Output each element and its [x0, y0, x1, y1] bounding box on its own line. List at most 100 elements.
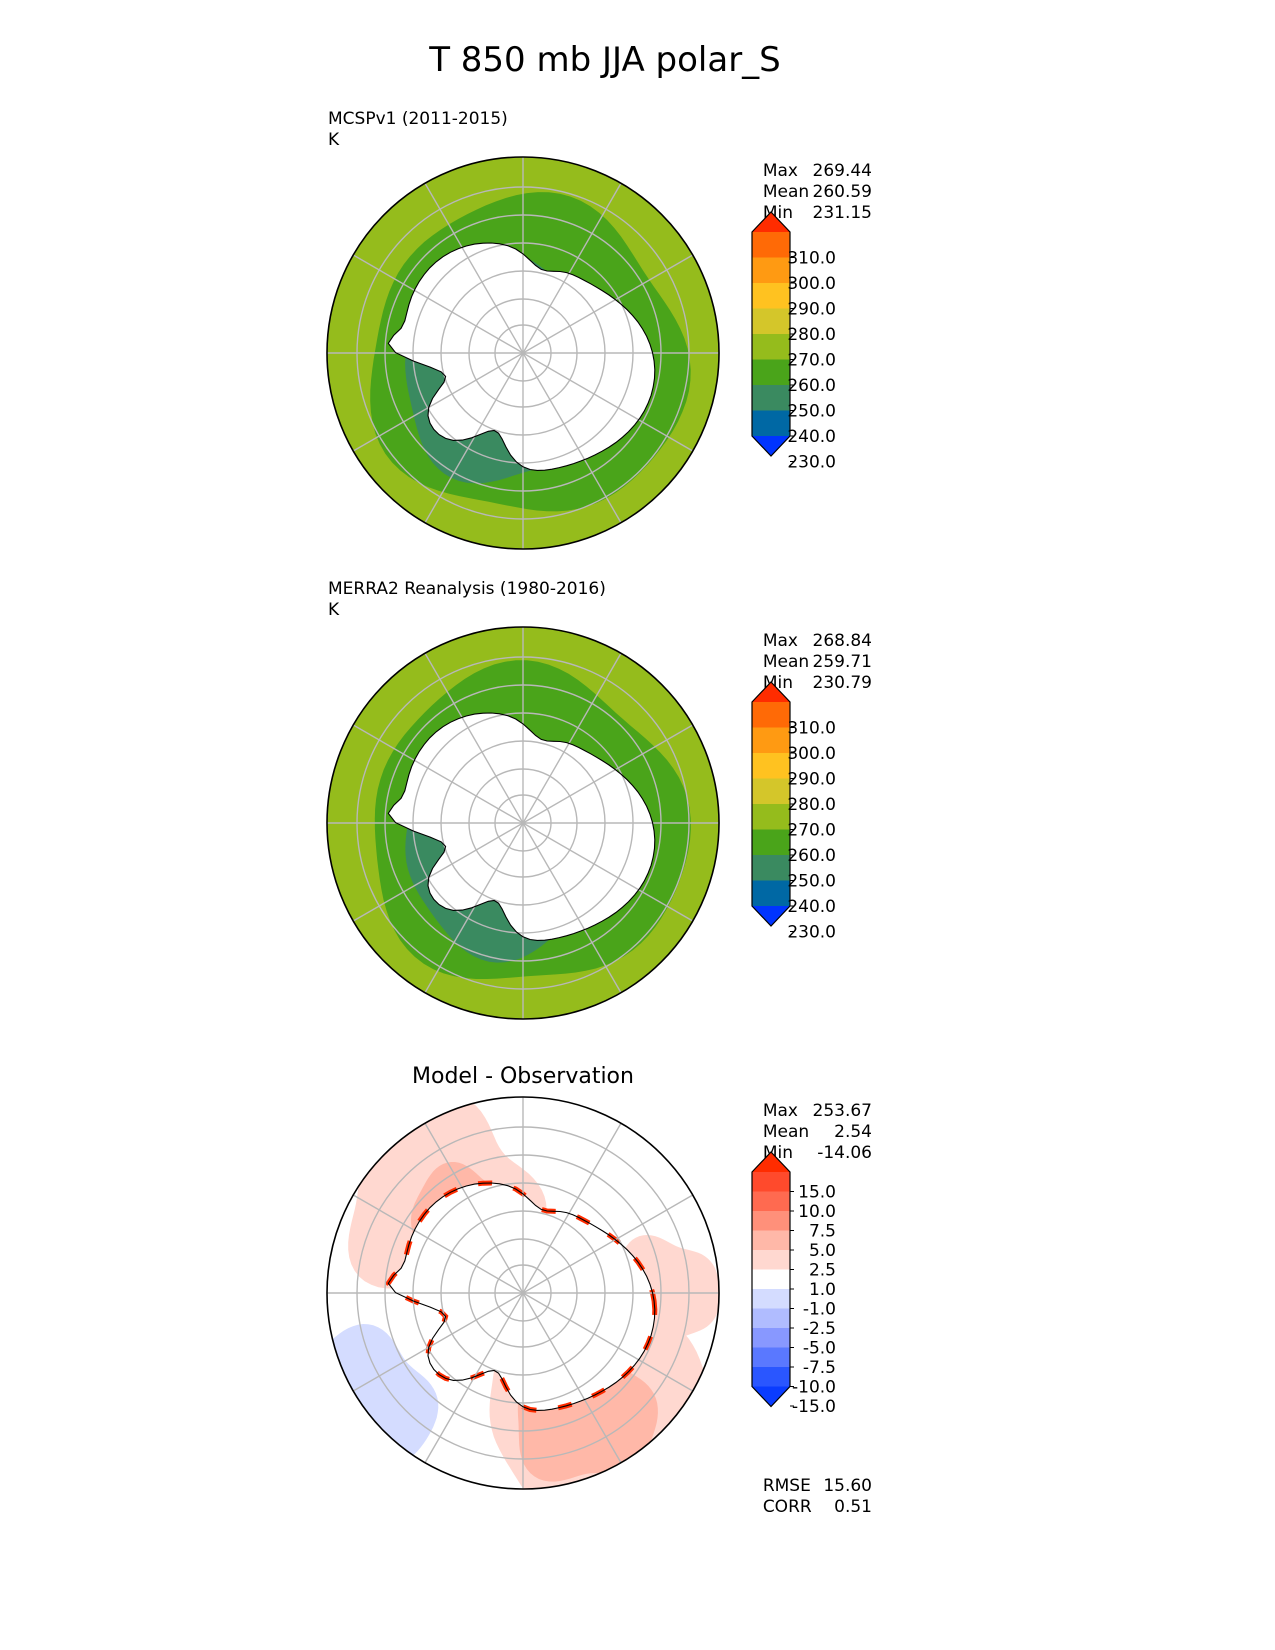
panel-2-stat-mean: Mean 259.71 — [752, 629, 872, 672]
colorbar-tick-label: 240.0 — [787, 427, 836, 447]
figure-title: T 850 mb JJA polar_S — [429, 40, 781, 80]
colorbar-segment — [752, 855, 790, 881]
colorbar-segment — [752, 1230, 790, 1251]
colorbar-extend-min — [752, 1386, 790, 1407]
panel-3-stat-mean: Mean 2.54 — [752, 1099, 872, 1142]
colorbar-tick-label: -10.0 — [792, 1378, 836, 1398]
stat-value: 231.15 — [812, 203, 872, 223]
map-boundary — [326, 626, 720, 1020]
colorbar-segment — [752, 308, 790, 335]
colorbar-tick-label: 300.0 — [787, 274, 836, 294]
colorbar-segment — [752, 880, 790, 907]
coastline — [387, 1182, 656, 1411]
colorbar-extend-max — [752, 1152, 790, 1172]
colorbar-extend-max — [752, 682, 790, 702]
colorbar-tick-label: -15.0 — [792, 1397, 836, 1417]
colorbar-segment — [752, 1172, 790, 1192]
metric-label: CORR — [762, 1497, 812, 1517]
graticule-meridian — [352, 254, 694, 452]
panel-2-stat-max: Max 268.84 — [752, 608, 872, 651]
colorbar-tick-label: 15.0 — [798, 1183, 836, 1203]
colorbar-segment — [752, 727, 790, 754]
colorbar-tick-label: -5.0 — [803, 1339, 836, 1359]
stat-value: 269.44 — [812, 161, 872, 181]
colorbar-segment — [752, 829, 790, 856]
colorbar-tick-label: 250.0 — [787, 872, 836, 892]
stat-label: Max — [762, 631, 798, 651]
stat-value: 2.54 — [834, 1122, 872, 1142]
colorbar-2: 310.0 300.0 290.0 280.0 270.0 260.0 250.0 240.0… — [751, 681, 836, 943]
colorbar-tick-label: 7.5 — [809, 1222, 836, 1242]
colorbar-tick-label: 230.0 — [787, 923, 836, 943]
colorbar-tick-label: 260.0 — [787, 846, 836, 866]
colorbar-tick-label: -2.5 — [803, 1319, 836, 1339]
stat-label: Mean — [762, 182, 810, 202]
panel-2-units: K — [328, 600, 340, 620]
panel-1-stat-mean: Mean 260.59 — [752, 159, 872, 202]
colorbar-segment — [752, 410, 790, 437]
graticule-meridian — [352, 1194, 694, 1392]
colorbar-segment — [752, 334, 790, 360]
colorbar-3: 15.010.07.55.02.51.0-1.0-2.5-5.0-7.5-10.… — [751, 1151, 836, 1417]
colorbar-tick-label: 280.0 — [787, 795, 836, 815]
colorbar-segment — [752, 257, 790, 284]
colorbar-tick-label: 240.0 — [787, 897, 836, 917]
coastline — [387, 712, 656, 941]
map-boundary — [326, 1096, 720, 1490]
colorbar-segment — [752, 232, 790, 258]
colorbar-segment — [752, 702, 790, 728]
colorbar-segment — [752, 1308, 790, 1329]
colorbar-tick-label: 1.0 — [809, 1280, 836, 1300]
colorbar-tick-label: 290.0 — [787, 300, 836, 320]
map-panel-2 — [327, 627, 719, 1019]
colorbar-extend-max — [752, 212, 790, 232]
panel-3-metric-rmse: RMSE 15.60 — [752, 1453, 872, 1496]
stat-label: Mean — [762, 1122, 810, 1142]
graticule-meridian — [352, 724, 694, 922]
stat-value: 253.67 — [812, 1101, 872, 1121]
panel-1-stat-max: Max 269.44 — [752, 138, 872, 181]
colorbar-segment — [752, 1191, 790, 1212]
panel-3-title: Model - Observation — [412, 1064, 634, 1089]
stat-value: -14.06 — [817, 1143, 872, 1163]
colorbar-tick-label: 300.0 — [787, 744, 836, 764]
metric-label: RMSE — [762, 1476, 811, 1496]
panel-3-stat-max: Max 253.67 — [752, 1078, 872, 1121]
coastline — [387, 242, 656, 471]
colorbar-tick-label: 310.0 — [787, 249, 836, 269]
colorbar-tick-label: 2.5 — [809, 1261, 836, 1281]
colorbar-tick-label: 270.0 — [787, 821, 836, 841]
map-panel-3 — [327, 1097, 719, 1489]
colorbar-tick-label: 280.0 — [787, 325, 836, 345]
colorbar-segment — [752, 1328, 790, 1348]
metric-value: 0.51 — [834, 1497, 872, 1517]
colorbar-segment — [752, 1347, 790, 1368]
stat-label: Max — [762, 161, 798, 181]
colorbar-extend-min — [752, 906, 790, 926]
colorbar-segment — [752, 1269, 790, 1290]
colorbar-tick-label: 230.0 — [787, 453, 836, 473]
colorbar-tick-label: 250.0 — [787, 402, 836, 422]
colorbar-segment — [752, 1250, 790, 1270]
colorbar-tick-label: 10.0 — [798, 1202, 836, 1222]
stat-value: 230.79 — [812, 673, 872, 693]
stat-label: Mean — [762, 652, 810, 672]
colorbar-tick-label: 260.0 — [787, 376, 836, 396]
panel-1-units: K — [328, 130, 340, 150]
colorbar-tick-label: -7.5 — [803, 1358, 836, 1378]
colorbar-tick-label: 5.0 — [809, 1241, 836, 1261]
colorbar-segment — [752, 1211, 790, 1231]
panel-2-title: MERRA2 Reanalysis (1980-2016) — [328, 579, 606, 599]
stat-value: 268.84 — [812, 631, 872, 651]
colorbar-1: 310.0 300.0 290.0 280.0 270.0 260.0 250.0 240.0… — [751, 211, 836, 473]
map-panel-1 — [327, 157, 719, 549]
colorbar-tick-label: 270.0 — [787, 351, 836, 371]
colorbar-segment — [752, 359, 790, 386]
metric-value: 15.60 — [823, 1476, 872, 1496]
colorbar-extend-min — [752, 436, 790, 456]
stat-label: Max — [762, 1101, 798, 1121]
map-boundary — [326, 156, 720, 550]
stat-value: 260.59 — [812, 182, 872, 202]
panel-3-metric-corr: CORR 0.51 — [752, 1474, 872, 1517]
